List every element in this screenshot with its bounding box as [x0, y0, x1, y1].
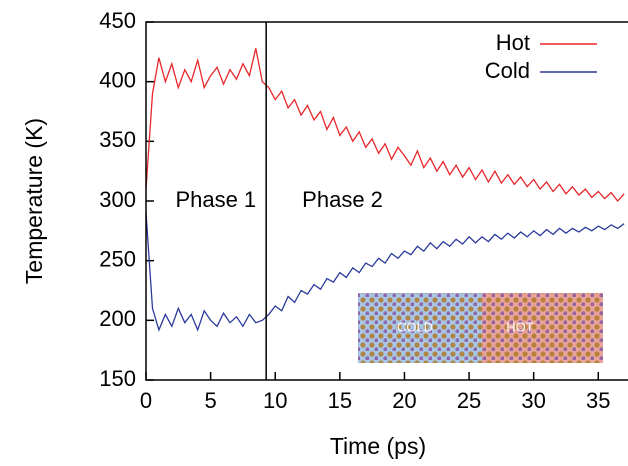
y-tick-label: 250: [99, 246, 136, 271]
x-tick-label: 35: [586, 388, 610, 413]
y-tick-label: 150: [99, 366, 136, 391]
legend-label: Cold: [485, 58, 530, 83]
data-line: [145, 48, 625, 203]
annotation: Phase 1: [175, 187, 256, 212]
y-tick-label: 200: [99, 306, 136, 331]
x-tick-label: 25: [457, 388, 481, 413]
inset-label: HOT: [506, 319, 534, 334]
annotation: Phase 2: [302, 187, 383, 212]
x-tick-label: 10: [263, 388, 287, 413]
y-axis-title: Temperature (K): [21, 118, 47, 284]
x-tick-label: 30: [521, 388, 545, 413]
x-tick-label: 5: [204, 388, 216, 413]
inset-label: COLD: [397, 319, 433, 334]
y-tick-label: 300: [99, 187, 136, 212]
x-tick-label: 0: [140, 388, 152, 413]
x-axis-title: Time (ps): [330, 433, 426, 459]
y-tick-label: 350: [99, 127, 136, 152]
y-tick-label: 450: [99, 8, 136, 33]
inset-image: COLD HOT: [358, 293, 603, 363]
x-tick-label: 15: [328, 388, 352, 413]
axis-frame: [145, 21, 628, 381]
y-tick-label: 400: [99, 67, 136, 92]
x-tick-label: 20: [392, 388, 416, 413]
legend-label: Hot: [496, 30, 530, 55]
data-line: [145, 212, 625, 332]
